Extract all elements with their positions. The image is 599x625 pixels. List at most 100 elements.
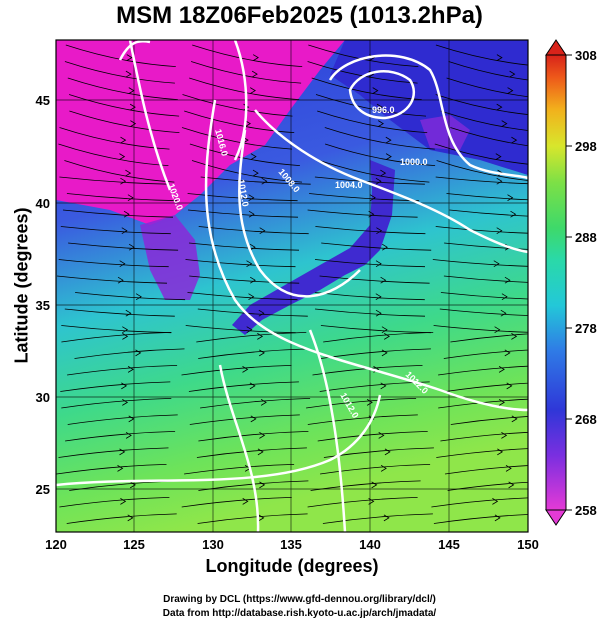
colorbar-tick-288: 288 [575, 230, 597, 245]
streamline-arrow [251, 70, 258, 78]
streamline-arrow [125, 309, 132, 317]
isobar-1004 [254, 109, 528, 254]
streamline [196, 447, 307, 458]
x-tick-150: 150 [517, 537, 539, 552]
streamline [68, 242, 179, 251]
streamline-arrow [494, 514, 501, 522]
streamline-arrow [242, 366, 249, 373]
streamline-arrow [496, 227, 503, 235]
streamline-arrow [369, 194, 376, 202]
x-tick-125: 125 [123, 537, 145, 552]
streamline-arrow [246, 326, 253, 334]
isobar-1020 [118, 40, 151, 61]
y-tick-30: 30 [36, 390, 50, 405]
isobar-1012 [204, 99, 528, 412]
map-title: MSM 18Z06Feb2025 (1013.2hPa) [116, 2, 483, 29]
streamline-arrow [125, 70, 132, 78]
isobar-1016 [233, 40, 248, 161]
japan-landmass [232, 160, 395, 335]
streamline [448, 61, 528, 81]
plot-frame [55, 39, 529, 533]
streamline-arrow [249, 382, 256, 390]
streamline [438, 398, 528, 409]
streamline-arrow [122, 333, 129, 340]
streamline [198, 348, 309, 359]
streamline [197, 308, 308, 317]
streamline [59, 127, 170, 150]
streamline [440, 431, 528, 442]
streamline-arrow [497, 448, 504, 456]
streamline-arrow [381, 326, 388, 334]
streamline [321, 242, 432, 251]
streamline-arrow [129, 481, 136, 489]
streamline-arrow [257, 448, 264, 456]
streamline-arrow [375, 293, 382, 301]
streamline-arrow [259, 227, 266, 235]
streamline-arrow [495, 153, 502, 160]
streamline-arrow [120, 498, 127, 505]
streamline-arrow [498, 366, 505, 373]
streamline [434, 143, 528, 165]
streamline [435, 44, 528, 66]
y-tick-25: 25 [36, 482, 50, 497]
streamline-arrow [377, 120, 384, 127]
streamline-arrow [127, 514, 134, 522]
streamline [66, 513, 177, 524]
streamline-arrow [258, 349, 265, 357]
streamline [446, 77, 528, 98]
streamline [197, 513, 308, 524]
streamline [181, 365, 292, 376]
streamline [440, 292, 528, 300]
streamline-arrow [501, 293, 508, 301]
cold-pool-region [330, 40, 528, 175]
isobar-1008 [238, 129, 361, 298]
drawing-credit: Drawing by DCL (https://www.gfd-dennou.o… [163, 594, 436, 605]
streamline-arrow [260, 399, 267, 406]
y-axis-ticks: 25 30 35 40 45 [36, 93, 50, 497]
streamline [56, 464, 167, 475]
x-tick-130: 130 [202, 537, 224, 552]
streamline-arrow [130, 120, 137, 127]
streamline-arrow [507, 194, 514, 202]
streamline-arrow [261, 177, 268, 185]
streamline [189, 143, 300, 166]
streamline [198, 431, 309, 442]
streamline [62, 209, 174, 218]
streamline-arrow [128, 243, 135, 251]
streamline-arrow [244, 120, 251, 127]
streamline-arrow [511, 415, 518, 423]
streamline-arrow [248, 293, 255, 301]
streamline-arrow [504, 349, 511, 357]
streamline [446, 193, 528, 201]
streamline [56, 275, 168, 284]
streamline-arrow [500, 309, 507, 317]
streamline-arrow [126, 54, 133, 61]
streamline [187, 193, 298, 202]
streamline-arrow [252, 54, 259, 61]
isobar-south-loop [56, 394, 382, 487]
wind-streamlines [56, 44, 528, 524]
streamline-arrow [505, 465, 512, 472]
streamline-arrow [259, 432, 266, 439]
streamline [185, 325, 296, 334]
streamline-arrow [376, 103, 383, 111]
streamline-arrow [501, 120, 508, 127]
streamline [310, 480, 421, 491]
streamline [320, 464, 431, 475]
streamline-arrow [504, 276, 511, 284]
streamline-arrow [250, 153, 257, 160]
streamline-arrow [371, 481, 378, 489]
streamline [306, 398, 417, 409]
isobar-1000 [328, 54, 528, 180]
streamline-arrow [496, 54, 503, 61]
streamline-arrow [383, 333, 390, 340]
streamline-arrow [380, 169, 387, 177]
streamline-arrow [380, 276, 387, 284]
streamline-arrow [496, 103, 503, 111]
streamline [443, 275, 528, 283]
streamline-arrow [385, 153, 392, 160]
streamline [315, 94, 427, 117]
streamline-arrow [128, 87, 135, 94]
streamline [324, 127, 435, 150]
streamline [435, 226, 528, 234]
